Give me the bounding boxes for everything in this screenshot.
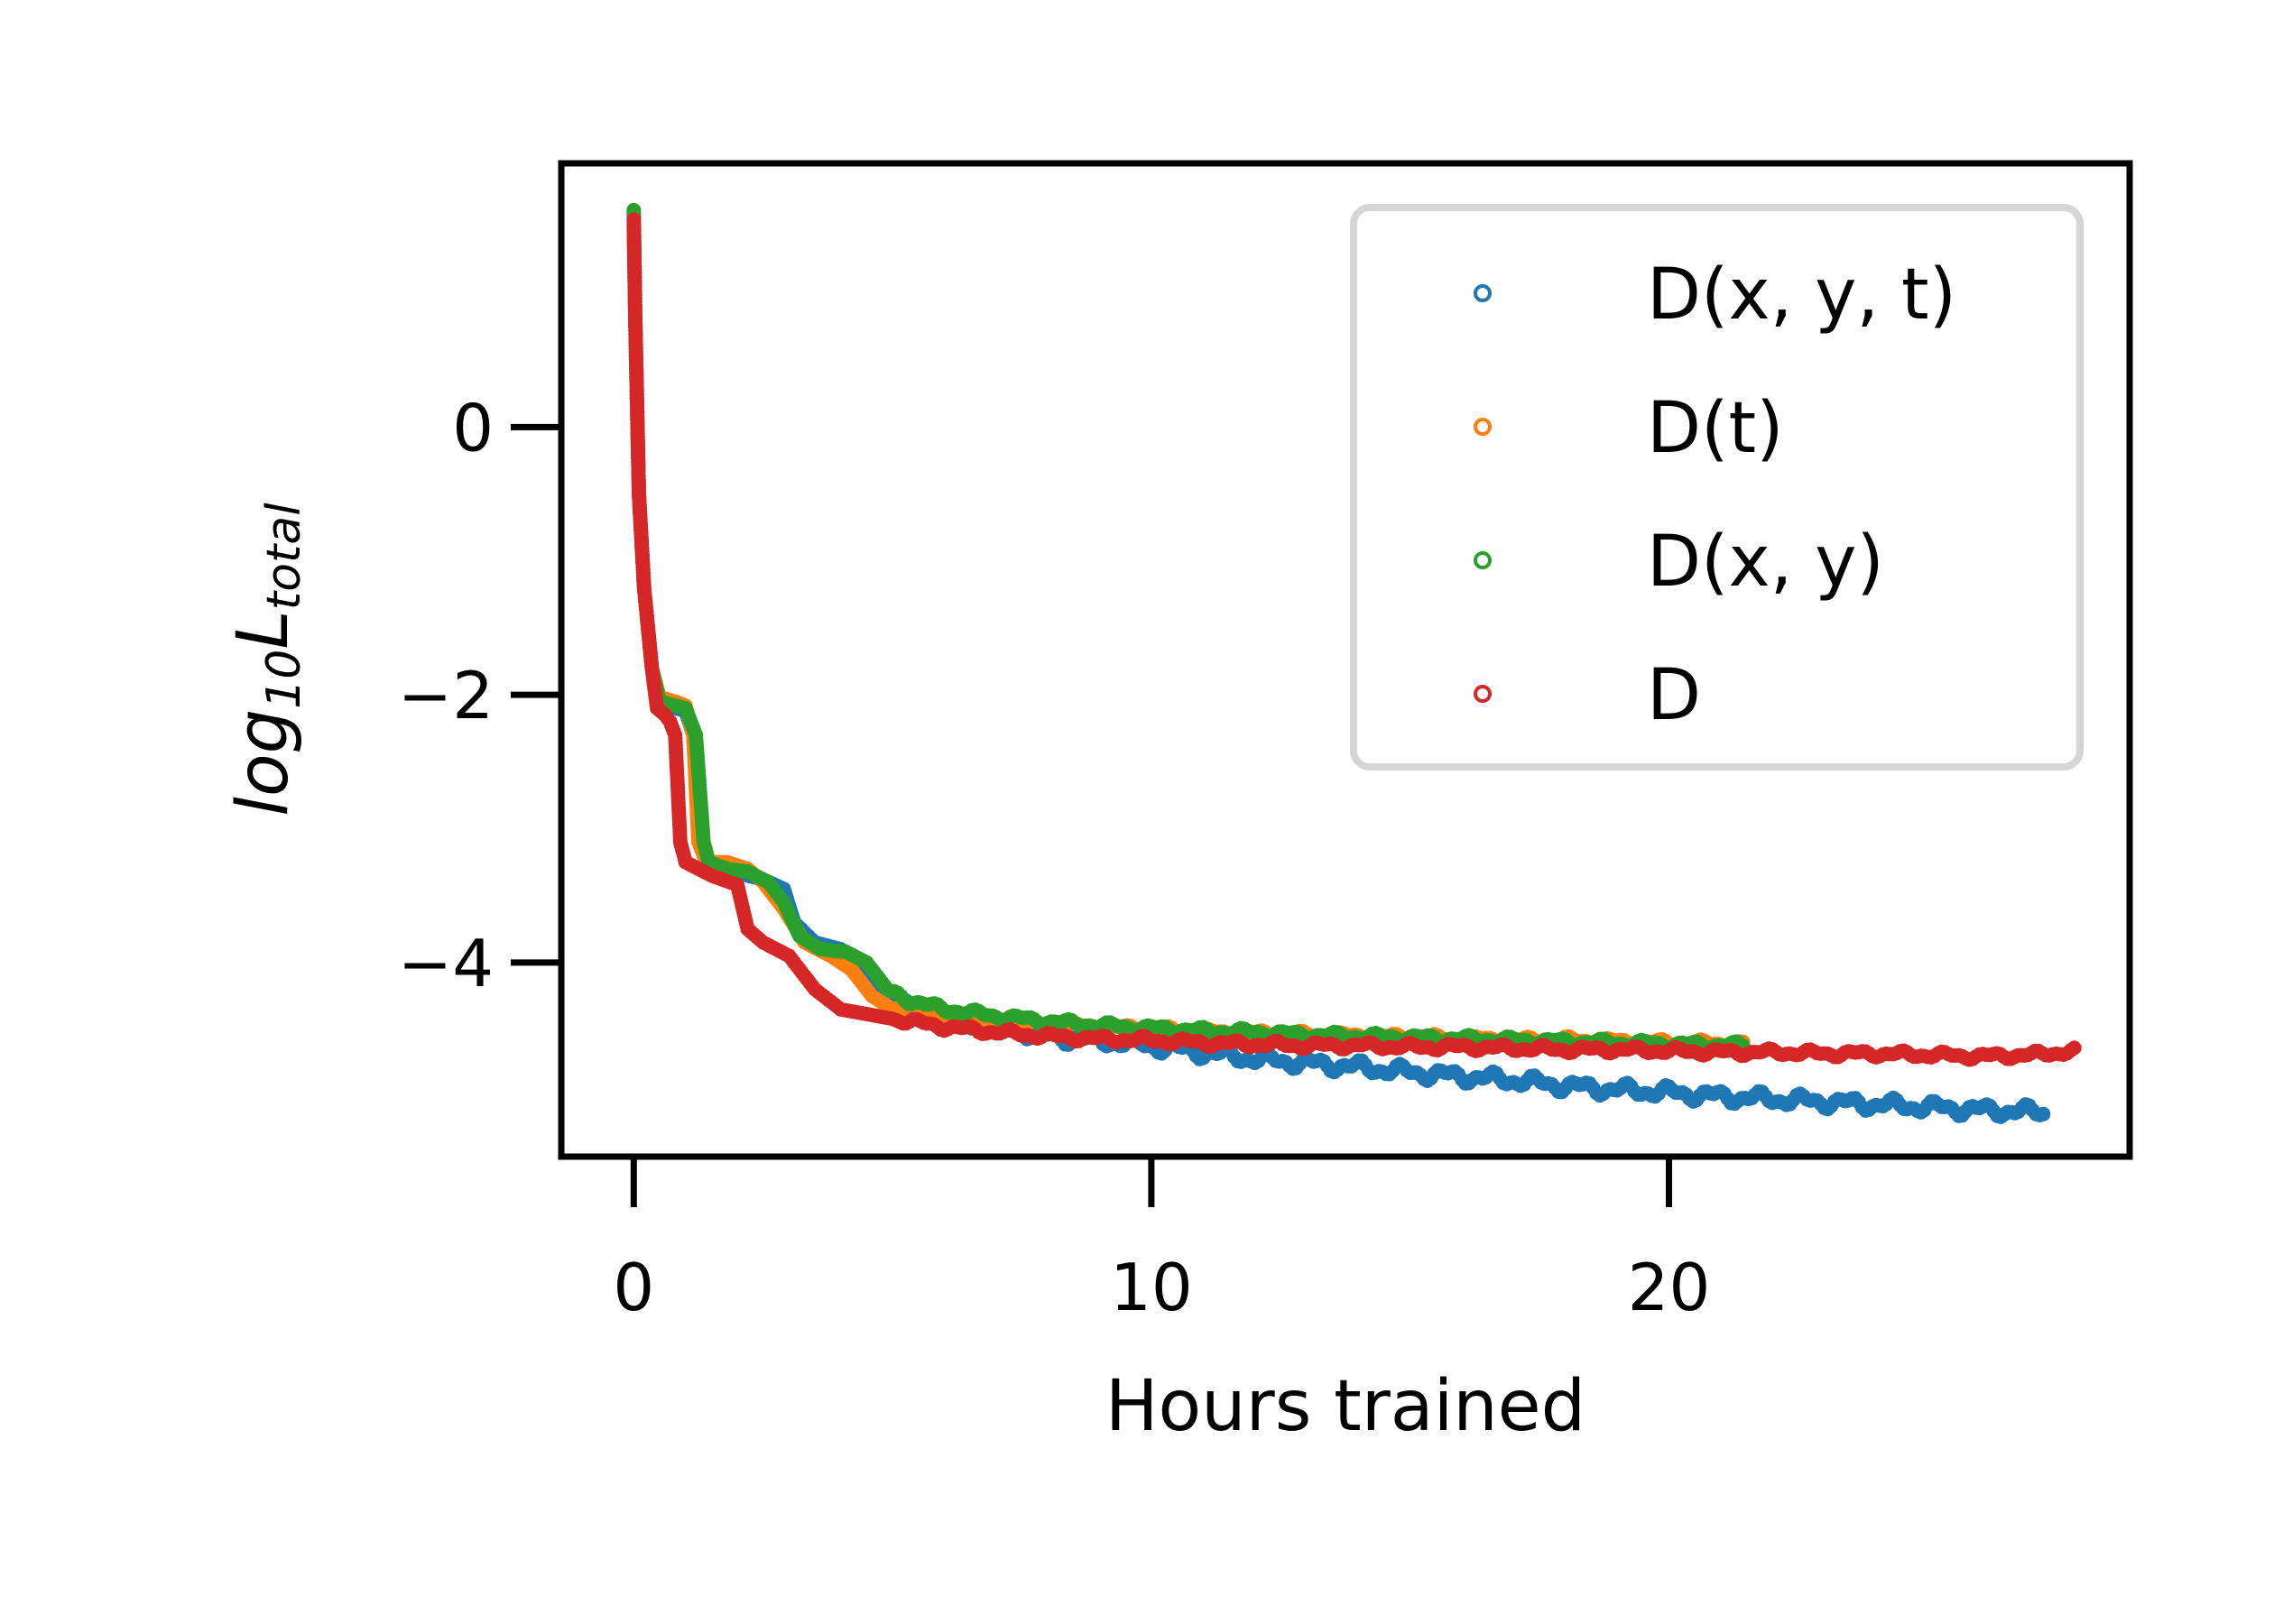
- data-layer: [626, 202, 2082, 1124]
- x-tick-label: 0: [613, 1250, 654, 1325]
- legend-box: [1350, 204, 2084, 770]
- y-axis-label: log10Ltotal: [223, 503, 311, 817]
- x-tick-label: 10: [1110, 1250, 1193, 1325]
- y-tick-label: −2: [398, 658, 494, 734]
- y-tick-label: 0: [452, 390, 494, 466]
- legend: D(x, y, t) D(t) D(x, y) D: [1350, 204, 2084, 770]
- legend-marker: [1474, 551, 1492, 569]
- legend-label: D(x, y, t): [1647, 254, 1956, 336]
- legend-marker: [1474, 418, 1492, 436]
- plot-frame: [558, 160, 2133, 1160]
- y-axis-ticks: 0 −2 −4: [398, 390, 561, 1001]
- legend-label: D(t): [1647, 388, 1784, 469]
- data-point: [2066, 1040, 2082, 1056]
- x-axis-label: Hours trained: [1105, 1366, 1585, 1447]
- data-point: [2036, 1106, 2051, 1121]
- legend-label: D(x, y): [1647, 521, 1884, 603]
- series-3: [626, 212, 2082, 1067]
- legend-label: D: [1647, 655, 1701, 736]
- x-tick-label: 20: [1628, 1250, 1711, 1325]
- legend-marker: [1474, 685, 1492, 703]
- y-tick-label: −4: [398, 926, 494, 1001]
- x-axis-ticks: 0 10 20: [613, 1157, 1710, 1325]
- legend-marker: [1474, 284, 1492, 302]
